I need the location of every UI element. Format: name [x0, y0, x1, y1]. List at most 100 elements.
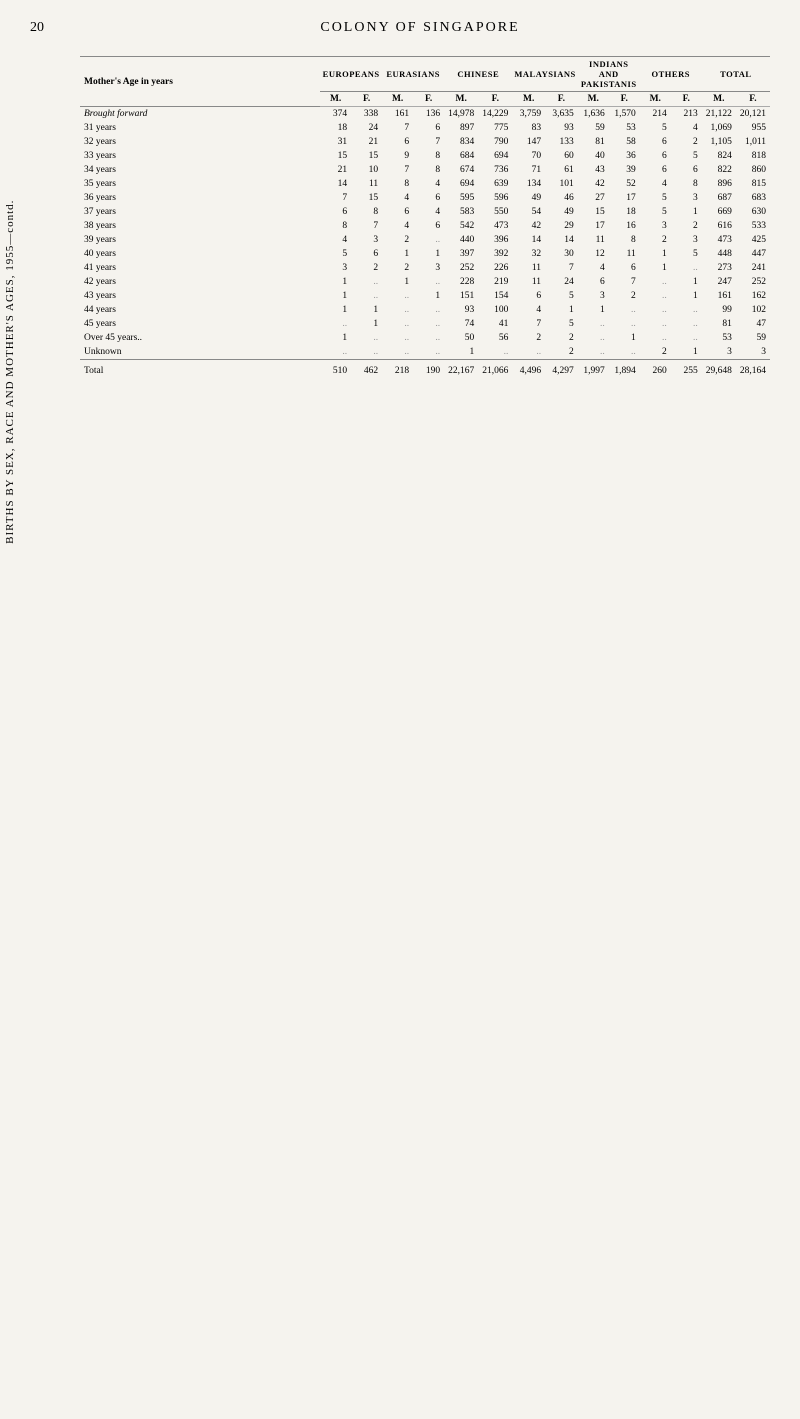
- cell: 694: [444, 177, 478, 191]
- cell: 5: [640, 205, 671, 219]
- cell: 81: [702, 317, 736, 331]
- row-label: Unknown: [80, 345, 320, 360]
- cell: 4: [413, 177, 444, 191]
- table-title: BIRTHS BY SEX, RACE AND MOTHER'S AGES, 1…: [4, 199, 16, 543]
- cell: 8: [320, 219, 351, 233]
- cell: 255: [671, 360, 702, 379]
- cell: 822: [702, 163, 736, 177]
- cell: 8: [382, 177, 413, 191]
- cell: ..: [640, 317, 671, 331]
- cell: 1: [671, 345, 702, 360]
- cell: ..: [413, 233, 444, 247]
- cell: 11: [578, 233, 609, 247]
- cell: 22,167: [444, 360, 478, 379]
- cell: 21: [351, 135, 382, 149]
- cell: ..: [478, 345, 512, 360]
- cell: 669: [702, 205, 736, 219]
- cell: 2: [382, 261, 413, 275]
- cell: 7: [351, 219, 382, 233]
- cell: 6: [320, 205, 351, 219]
- cell: 1,570: [609, 107, 640, 122]
- cell: ..: [413, 345, 444, 360]
- row-label: 31 years: [80, 121, 320, 135]
- cell: ..: [382, 289, 413, 303]
- cell: 583: [444, 205, 478, 219]
- sex-f: F.: [351, 92, 382, 107]
- cell: 5: [640, 121, 671, 135]
- cell: 5: [671, 247, 702, 261]
- cell: 1: [545, 303, 578, 317]
- cell: 955: [736, 121, 770, 135]
- cell: 815: [736, 177, 770, 191]
- cell: 4: [382, 191, 413, 205]
- cell: 8: [351, 205, 382, 219]
- cell: 1: [382, 275, 413, 289]
- cell: 18: [609, 205, 640, 219]
- cell: 161: [702, 289, 736, 303]
- cell: 161: [382, 107, 413, 122]
- cell: 2: [382, 233, 413, 247]
- sex-f: F.: [609, 92, 640, 107]
- group-others: OTHERS: [640, 57, 702, 92]
- cell: 17: [578, 219, 609, 233]
- row-label: 38 years: [80, 219, 320, 233]
- cell: 5: [545, 289, 578, 303]
- running-head: COLONY OF SINGAPORE: [70, 20, 770, 36]
- cell: 24: [351, 121, 382, 135]
- cell: ..: [640, 275, 671, 289]
- cell: 49: [545, 205, 578, 219]
- cell: 6: [413, 121, 444, 135]
- cell: 897: [444, 121, 478, 135]
- cell: 4: [578, 261, 609, 275]
- cell: 6: [413, 191, 444, 205]
- row-label: 42 years: [80, 275, 320, 289]
- cell: 101: [545, 177, 578, 191]
- row-label: 35 years: [80, 177, 320, 191]
- sex-m: M.: [640, 92, 671, 107]
- cell: 1: [640, 247, 671, 261]
- cell: 374: [320, 107, 351, 122]
- cell: 462: [351, 360, 382, 379]
- cell: 824: [702, 149, 736, 163]
- cell: ..: [413, 303, 444, 317]
- cell: ..: [413, 317, 444, 331]
- cell: 27: [578, 191, 609, 205]
- cell: ..: [671, 331, 702, 345]
- cell: 14: [512, 233, 545, 247]
- cell: 1,636: [578, 107, 609, 122]
- cell: 2: [671, 219, 702, 233]
- cell: 39: [609, 163, 640, 177]
- cell: 52: [609, 177, 640, 191]
- cell: 687: [702, 191, 736, 205]
- cell: 1: [320, 289, 351, 303]
- row-label: 36 years: [80, 191, 320, 205]
- cell: 1: [671, 275, 702, 289]
- cell: 1: [351, 317, 382, 331]
- row-label: 44 years: [80, 303, 320, 317]
- cell: 473: [702, 233, 736, 247]
- cell: 790: [478, 135, 512, 149]
- cell: 510: [320, 360, 351, 379]
- cell: 5: [545, 317, 578, 331]
- cell: 53: [702, 331, 736, 345]
- cell: 4: [640, 177, 671, 191]
- sex-f: F.: [545, 92, 578, 107]
- cell: 1,011: [736, 135, 770, 149]
- cell: 896: [702, 177, 736, 191]
- cell: ..: [640, 303, 671, 317]
- cell: 42: [512, 219, 545, 233]
- cell: 21: [320, 163, 351, 177]
- cell: 15: [320, 149, 351, 163]
- cell: 6: [512, 289, 545, 303]
- row-label: 43 years: [80, 289, 320, 303]
- cell: 447: [736, 247, 770, 261]
- cell: 15: [351, 149, 382, 163]
- cell: 736: [478, 163, 512, 177]
- cell: 29: [545, 219, 578, 233]
- group-eurasians: EURASIANS: [382, 57, 444, 92]
- cell: 260: [640, 360, 671, 379]
- cell: 2: [609, 289, 640, 303]
- cell: 151: [444, 289, 478, 303]
- cell: 4,496: [512, 360, 545, 379]
- cell: 43: [578, 163, 609, 177]
